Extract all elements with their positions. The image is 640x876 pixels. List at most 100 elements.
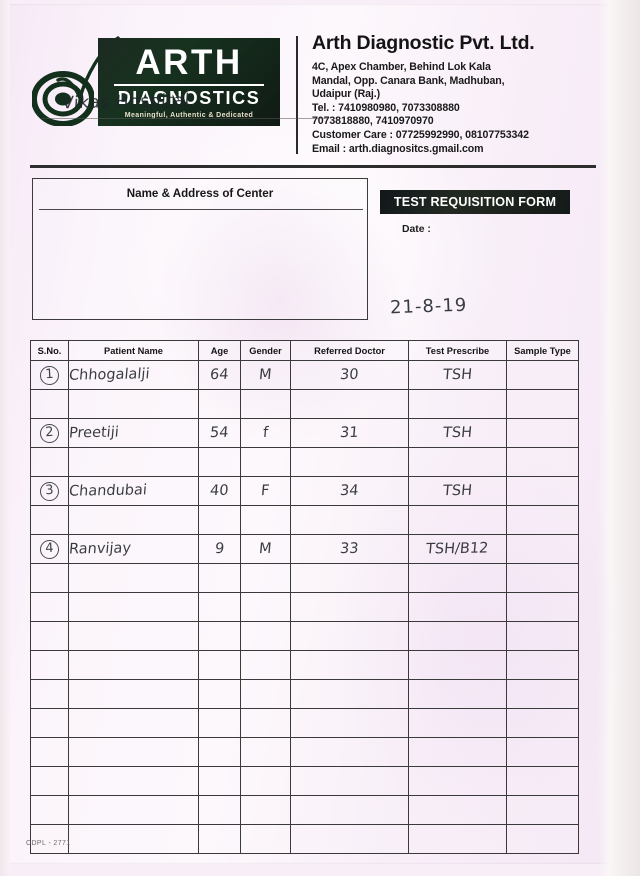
cell-sno[interactable] — [30, 505, 69, 535]
cell-gender[interactable] — [240, 824, 291, 854]
cell-sample[interactable] — [506, 592, 579, 622]
cell-doctor[interactable] — [290, 505, 409, 535]
table-row[interactable]: 2 Preetiji 54 f 31 TSH — [30, 418, 579, 448]
cell-doctor[interactable] — [290, 650, 409, 680]
cell-test[interactable]: TSH — [408, 476, 507, 506]
cell-doctor[interactable]: 30 — [290, 360, 409, 390]
cell-name[interactable] — [68, 505, 199, 535]
cell-sno[interactable] — [30, 679, 69, 709]
cell-sample[interactable] — [506, 737, 579, 767]
cell-test[interactable]: TSH — [408, 360, 507, 390]
cell-test[interactable] — [408, 592, 507, 622]
cell-age[interactable] — [198, 679, 241, 709]
cell-name[interactable]: Preetiji — [68, 418, 199, 448]
cell-doctor[interactable] — [290, 563, 409, 593]
table-row[interactable] — [30, 447, 579, 477]
cell-test[interactable] — [408, 737, 507, 767]
cell-age[interactable]: 54 — [198, 418, 241, 448]
table-row[interactable] — [30, 563, 579, 593]
cell-sample[interactable] — [506, 563, 579, 593]
cell-test[interactable] — [408, 389, 507, 419]
cell-sno[interactable] — [30, 447, 69, 477]
table-row[interactable] — [30, 708, 579, 738]
cell-doctor[interactable]: 31 — [290, 418, 409, 448]
cell-test[interactable] — [408, 621, 507, 651]
cell-sno[interactable]: 1 — [30, 360, 69, 390]
cell-test[interactable] — [408, 795, 507, 825]
cell-test[interactable] — [408, 824, 507, 854]
cell-gender[interactable] — [240, 679, 291, 709]
cell-sno[interactable] — [30, 650, 69, 680]
cell-gender[interactable] — [240, 447, 291, 477]
cell-test[interactable] — [408, 505, 507, 535]
cell-test[interactable]: TSH/B12 — [408, 534, 507, 564]
cell-gender[interactable] — [240, 795, 291, 825]
cell-sno[interactable] — [30, 824, 69, 854]
cell-name[interactable] — [68, 447, 199, 477]
cell-sno[interactable] — [30, 389, 69, 419]
cell-age[interactable] — [198, 795, 241, 825]
table-row[interactable]: 1 Chhogalalji 64 M 30 TSH — [30, 360, 579, 390]
cell-age[interactable] — [198, 650, 241, 680]
cell-doctor[interactable] — [290, 621, 409, 651]
table-row[interactable] — [30, 505, 579, 535]
cell-gender[interactable] — [240, 563, 291, 593]
cell-doctor[interactable] — [290, 389, 409, 419]
cell-test[interactable] — [408, 679, 507, 709]
cell-sample[interactable] — [506, 534, 579, 564]
cell-gender[interactable] — [240, 592, 291, 622]
cell-doctor[interactable] — [290, 679, 409, 709]
cell-doctor[interactable] — [290, 447, 409, 477]
cell-sample[interactable] — [506, 476, 579, 506]
table-row[interactable] — [30, 621, 579, 651]
cell-name[interactable] — [68, 650, 199, 680]
cell-gender[interactable] — [240, 708, 291, 738]
cell-sample[interactable] — [506, 360, 579, 390]
cell-doctor[interactable]: 34 — [290, 476, 409, 506]
cell-age[interactable] — [198, 563, 241, 593]
table-row[interactable] — [30, 824, 579, 854]
cell-test[interactable] — [408, 650, 507, 680]
cell-test[interactable] — [408, 708, 507, 738]
cell-name[interactable] — [68, 679, 199, 709]
cell-name[interactable] — [68, 737, 199, 767]
table-row[interactable] — [30, 679, 579, 709]
cell-sample[interactable] — [506, 621, 579, 651]
cell-sno[interactable]: 2 — [30, 418, 69, 448]
table-row[interactable]: 3 Chandubai 40 F 34 TSH — [30, 476, 579, 506]
cell-sno[interactable] — [30, 737, 69, 767]
cell-sample[interactable] — [506, 795, 579, 825]
cell-age[interactable] — [198, 708, 241, 738]
cell-age[interactable] — [198, 737, 241, 767]
cell-gender[interactable]: f — [240, 418, 291, 448]
cell-sample[interactable] — [506, 650, 579, 680]
cell-name[interactable] — [68, 795, 199, 825]
cell-age[interactable] — [198, 505, 241, 535]
cell-name[interactable] — [68, 389, 199, 419]
table-row[interactable] — [30, 737, 579, 767]
table-row[interactable] — [30, 650, 579, 680]
cell-sample[interactable] — [506, 766, 579, 796]
cell-sample[interactable] — [506, 505, 579, 535]
cell-sno[interactable] — [30, 708, 69, 738]
center-name-address-box[interactable]: Name & Address of Center — [32, 178, 368, 320]
cell-name[interactable] — [68, 592, 199, 622]
cell-gender[interactable]: F — [240, 476, 291, 506]
cell-name[interactable] — [68, 766, 199, 796]
cell-sno[interactable]: 3 — [30, 476, 69, 506]
cell-sample[interactable] — [506, 418, 579, 448]
table-row[interactable]: 4 Ranvijay 9 M 33 TSH/B12 — [30, 534, 579, 564]
cell-sample[interactable] — [506, 824, 579, 854]
cell-age[interactable]: 40 — [198, 476, 241, 506]
cell-sno[interactable] — [30, 621, 69, 651]
cell-age[interactable] — [198, 766, 241, 796]
cell-test[interactable] — [408, 447, 507, 477]
cell-gender[interactable] — [240, 650, 291, 680]
cell-test[interactable] — [408, 563, 507, 593]
cell-doctor[interactable] — [290, 795, 409, 825]
cell-name[interactable]: Chandubai — [68, 476, 199, 506]
cell-doctor[interactable] — [290, 766, 409, 796]
cell-age[interactable] — [198, 592, 241, 622]
cell-sample[interactable] — [506, 708, 579, 738]
cell-gender[interactable]: M — [240, 534, 291, 564]
